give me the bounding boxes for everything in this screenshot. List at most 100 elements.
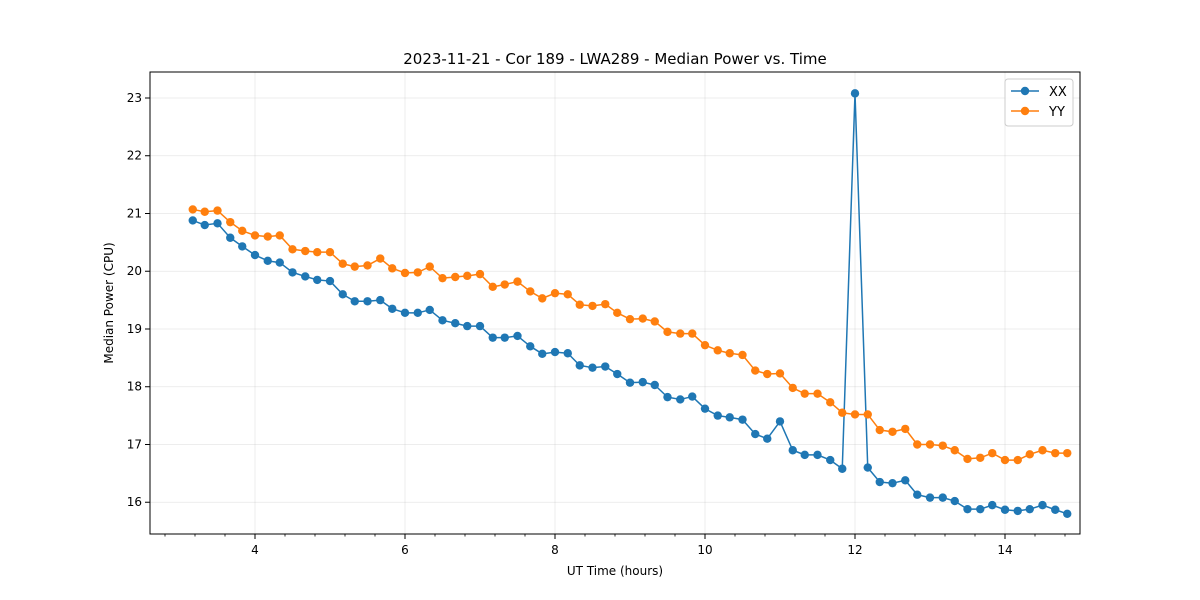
data-point-xx[interactable] bbox=[250, 250, 260, 260]
data-point-xx[interactable] bbox=[1051, 505, 1060, 514]
data-point-yy[interactable] bbox=[650, 317, 659, 326]
data-point-xx[interactable] bbox=[238, 242, 247, 251]
data-point-yy[interactable] bbox=[925, 440, 935, 449]
data-point-yy[interactable] bbox=[500, 280, 509, 289]
legend-item-xx[interactable]: XX bbox=[1011, 85, 1067, 100]
data-point-xx[interactable] bbox=[438, 316, 447, 325]
data-point-xx[interactable] bbox=[1025, 504, 1034, 514]
data-point-xx[interactable] bbox=[488, 333, 497, 342]
data-point-yy[interactable] bbox=[1038, 446, 1047, 455]
data-point-xx[interactable] bbox=[400, 308, 410, 318]
data-point-yy[interactable] bbox=[988, 448, 997, 458]
data-point-xx[interactable] bbox=[288, 268, 297, 277]
data-point-yy[interactable] bbox=[775, 369, 785, 378]
data-point-xx[interactable] bbox=[913, 490, 922, 499]
data-point-yy[interactable] bbox=[1013, 455, 1022, 465]
data-point-xx[interactable] bbox=[638, 377, 647, 387]
data-point-xx[interactable] bbox=[463, 321, 472, 331]
data-point-xx[interactable] bbox=[513, 331, 522, 341]
data-point-xx[interactable] bbox=[425, 305, 434, 315]
data-point-xx[interactable] bbox=[925, 493, 935, 502]
data-point-xx[interactable] bbox=[800, 450, 809, 460]
data-point-yy[interactable] bbox=[313, 247, 322, 257]
data-point-yy[interactable] bbox=[863, 410, 872, 419]
data-point-xx[interactable] bbox=[601, 362, 610, 371]
data-point-xx[interactable] bbox=[888, 478, 897, 488]
data-point-yy[interactable] bbox=[376, 254, 385, 263]
data-point-yy[interactable] bbox=[200, 207, 209, 216]
data-point-yy[interactable] bbox=[425, 262, 434, 271]
data-point-yy[interactable] bbox=[850, 410, 860, 419]
data-point-yy[interactable] bbox=[700, 340, 710, 350]
data-point-yy[interactable] bbox=[688, 329, 697, 338]
data-point-yy[interactable] bbox=[813, 389, 822, 398]
data-point-yy[interactable] bbox=[438, 273, 447, 283]
data-point-xx[interactable] bbox=[213, 219, 222, 228]
data-point-xx[interactable] bbox=[650, 380, 659, 390]
data-point-xx[interactable] bbox=[751, 429, 760, 439]
data-point-xx[interactable] bbox=[988, 500, 997, 510]
data-point-yy[interactable] bbox=[800, 389, 809, 398]
data-point-yy[interactable] bbox=[676, 329, 685, 338]
data-point-xx[interactable] bbox=[350, 297, 359, 306]
data-point-yy[interactable] bbox=[213, 206, 222, 215]
data-point-yy[interactable] bbox=[226, 217, 235, 227]
data-point-yy[interactable] bbox=[275, 231, 284, 240]
data-point-yy[interactable] bbox=[475, 269, 485, 279]
data-point-xx[interactable] bbox=[826, 455, 835, 465]
data-point-xx[interactable] bbox=[963, 504, 972, 514]
data-point-xx[interactable] bbox=[625, 378, 635, 387]
data-point-xx[interactable] bbox=[1000, 505, 1010, 514]
data-point-yy[interactable] bbox=[725, 349, 734, 358]
data-point-xx[interactable] bbox=[338, 290, 347, 299]
data-point-yy[interactable] bbox=[488, 282, 497, 292]
data-point-yy[interactable] bbox=[1063, 448, 1072, 458]
data-point-yy[interactable] bbox=[963, 454, 972, 464]
data-point-yy[interactable] bbox=[738, 350, 747, 360]
data-point-yy[interactable] bbox=[325, 247, 335, 257]
data-point-xx[interactable] bbox=[388, 304, 397, 313]
data-point-yy[interactable] bbox=[250, 231, 260, 240]
data-point-yy[interactable] bbox=[1025, 450, 1034, 459]
data-point-xx[interactable] bbox=[226, 233, 235, 242]
data-point-xx[interactable] bbox=[526, 342, 535, 351]
data-point-yy[interactable] bbox=[638, 314, 647, 323]
data-point-yy[interactable] bbox=[301, 246, 310, 256]
data-point-yy[interactable] bbox=[950, 446, 959, 455]
data-point-xx[interactable] bbox=[313, 275, 322, 285]
data-point-yy[interactable] bbox=[976, 453, 985, 462]
data-point-yy[interactable] bbox=[338, 259, 347, 268]
data-point-yy[interactable] bbox=[575, 300, 584, 309]
data-point-xx[interactable] bbox=[500, 333, 509, 342]
data-point-yy[interactable] bbox=[751, 366, 760, 375]
data-point-yy[interactable] bbox=[400, 268, 410, 278]
data-point-yy[interactable] bbox=[288, 245, 297, 254]
data-point-xx[interactable] bbox=[713, 411, 722, 420]
data-point-xx[interactable] bbox=[738, 415, 747, 424]
data-point-xx[interactable] bbox=[413, 308, 422, 318]
data-point-yy[interactable] bbox=[901, 424, 910, 434]
data-point-yy[interactable] bbox=[463, 271, 472, 281]
data-point-yy[interactable] bbox=[413, 268, 422, 277]
data-point-xx[interactable] bbox=[451, 319, 460, 328]
data-point-xx[interactable] bbox=[200, 220, 209, 230]
data-point-yy[interactable] bbox=[188, 205, 197, 214]
data-point-xx[interactable] bbox=[301, 272, 310, 281]
data-point-xx[interactable] bbox=[1038, 500, 1047, 510]
data-point-xx[interactable] bbox=[538, 349, 547, 359]
data-point-xx[interactable] bbox=[813, 450, 822, 460]
data-point-xx[interactable] bbox=[763, 434, 772, 443]
data-point-yy[interactable] bbox=[350, 262, 359, 271]
data-point-xx[interactable] bbox=[550, 347, 560, 357]
data-point-xx[interactable] bbox=[588, 363, 597, 372]
data-point-xx[interactable] bbox=[275, 258, 284, 267]
data-point-yy[interactable] bbox=[826, 398, 835, 407]
data-point-xx[interactable] bbox=[575, 361, 584, 370]
data-point-xx[interactable] bbox=[563, 349, 572, 358]
legend-item-yy[interactable]: YY bbox=[1011, 105, 1065, 120]
data-point-yy[interactable] bbox=[538, 294, 547, 303]
data-point-yy[interactable] bbox=[625, 314, 635, 324]
data-point-xx[interactable] bbox=[663, 392, 672, 402]
data-point-xx[interactable] bbox=[376, 295, 385, 305]
data-point-xx[interactable] bbox=[188, 216, 197, 225]
